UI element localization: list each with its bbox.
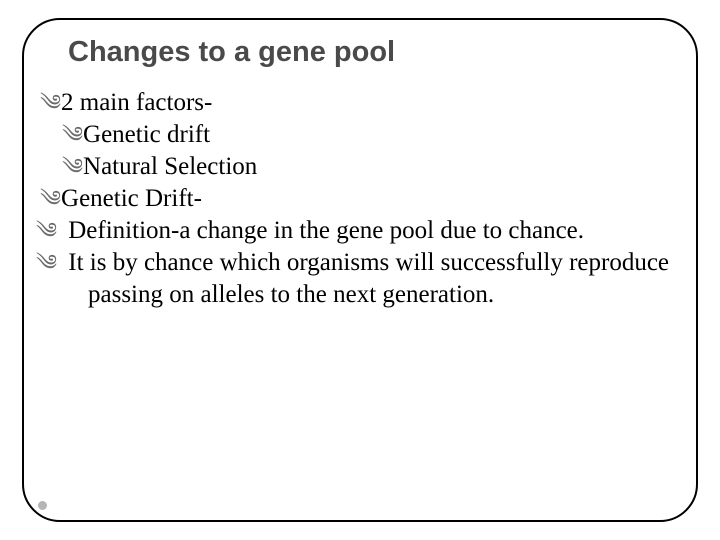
- slide-frame: Changes to a gene pool ༄2 main factors- …: [22, 18, 698, 522]
- bullet-text: Genetic Drift-: [61, 185, 202, 212]
- bullet-item: ༄Genetic Drift-: [40, 183, 670, 215]
- footer-dot-icon: [38, 501, 47, 510]
- bullet-item: ༄ Definition-a change in the gene pool d…: [40, 215, 670, 247]
- slide-title: Changes to a gene pool: [68, 36, 670, 69]
- bullet-item: ༄Genetic drift: [62, 119, 670, 151]
- bullet-item: ༄Natural Selection: [62, 151, 670, 183]
- bullet-text: 2 main factors-: [61, 89, 212, 116]
- bullet-icon: ༄: [62, 121, 83, 149]
- bullet-icon: ༄: [40, 89, 61, 117]
- bullet-text: Definition-a change in the gene pool due…: [62, 217, 584, 244]
- bullet-text: Natural Selection: [83, 153, 257, 180]
- bullet-text: Genetic drift: [83, 121, 210, 148]
- slide-body: ༄2 main factors- ༄Genetic drift ༄Natural…: [40, 87, 670, 311]
- slide: Changes to a gene pool ༄2 main factors- …: [0, 0, 720, 540]
- bullet-icon: ༄: [62, 153, 83, 181]
- bullet-item: ༄2 main factors-: [40, 87, 670, 119]
- bullet-item: ༄ It is by chance which organisms will s…: [40, 247, 670, 311]
- bullet-icon: ༄: [40, 185, 61, 213]
- bullet-text: It is by chance which organisms will suc…: [62, 249, 669, 308]
